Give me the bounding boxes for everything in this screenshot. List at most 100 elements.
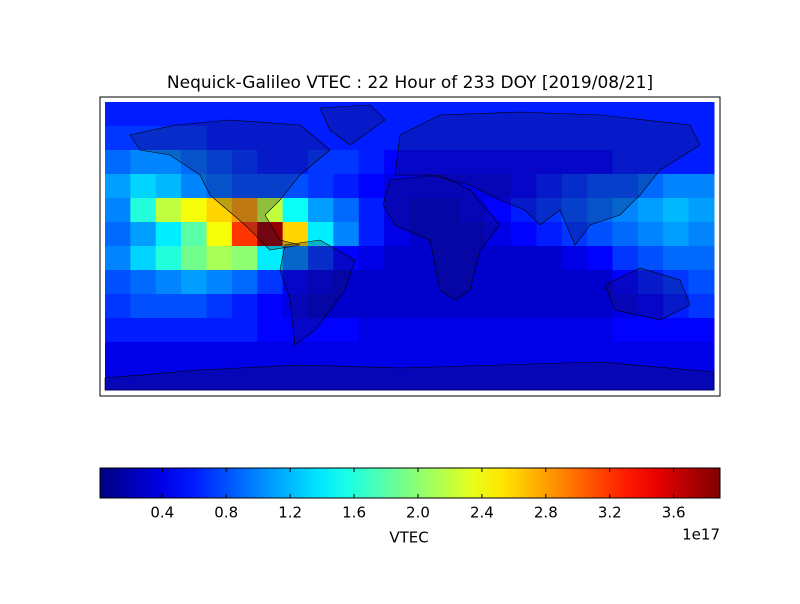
antarctica: [104, 361, 715, 391]
heatmap-cell: [257, 222, 284, 247]
colorbar-tick-label: 1.2: [278, 504, 302, 522]
heatmap-cell: [536, 150, 563, 175]
heatmap-cell: [511, 150, 537, 175]
heatmap-cell: [485, 174, 512, 199]
heatmap-cell: [358, 366, 385, 391]
heatmap-cell: [663, 174, 690, 199]
heatmap-cell: [231, 150, 258, 175]
heatmap-cell: [587, 366, 613, 391]
heatmap-cell: [460, 174, 487, 199]
colorbar-tick-label: 3.2: [598, 504, 622, 522]
heatmap-cell: [663, 222, 690, 247]
heatmap-cell: [333, 126, 360, 151]
heatmap-cell: [587, 102, 613, 127]
heatmap-cell: [460, 222, 487, 247]
heatmap-cell: [155, 150, 182, 175]
heatmap-cell: [384, 318, 410, 343]
heatmap-cell: [206, 102, 233, 127]
heatmap-cell: [358, 150, 385, 175]
heatmap-cell: [409, 198, 436, 223]
heatmap-cell: [612, 342, 639, 367]
heatmap-cell: [384, 270, 410, 295]
colorbar-tick-label: 2.4: [470, 504, 494, 522]
heatmap-cell: [282, 342, 309, 367]
heatmap-cell: [181, 294, 207, 319]
heatmap-cell: [688, 222, 715, 247]
heatmap-cell: [434, 294, 461, 319]
heatmap-cell: [308, 342, 334, 367]
heatmap-cell: [130, 366, 157, 391]
heatmap-cell: [231, 198, 258, 223]
heatmap-cell: [282, 174, 309, 199]
heatmap-cell: [409, 294, 436, 319]
heatmap-cell: [231, 294, 258, 319]
heatmap-cell: [663, 318, 690, 343]
coastlines: [104, 104, 715, 391]
heatmap-cell: [688, 270, 715, 295]
heatmap-cell: [460, 150, 487, 175]
heatmap-cell: [688, 102, 715, 127]
heatmap-cell: [536, 222, 563, 247]
heatmap-cell: [333, 342, 360, 367]
heatmap-cell: [536, 366, 563, 391]
heatmap-cell: [511, 126, 537, 151]
heatmap-cell: [257, 318, 284, 343]
heatmap-cell: [536, 342, 563, 367]
heatmap-cell: [155, 342, 182, 367]
heatmap-cell: [206, 150, 233, 175]
heatmap-cell: [333, 174, 360, 199]
heatmap-cell: [663, 270, 690, 295]
heatmap-cell: [130, 174, 157, 199]
heatmap-cell: [130, 102, 157, 127]
heatmap-cell: [308, 294, 334, 319]
heatmap-cell: [206, 270, 233, 295]
heatmap-cell: [231, 318, 258, 343]
heatmap-cell: [460, 198, 487, 223]
heatmap-cell: [308, 366, 334, 391]
heatmap-cell: [485, 102, 512, 127]
heatmap-cell: [587, 318, 613, 343]
heatmap-cell: [231, 126, 258, 151]
heatmap-cell: [231, 174, 258, 199]
heatmap-cell: [358, 342, 385, 367]
heatmap-cell: [409, 150, 436, 175]
heatmap-cell: [308, 270, 334, 295]
heatmap-cell: [561, 366, 588, 391]
heatmap-cell: [308, 174, 334, 199]
heatmap-cell: [358, 318, 385, 343]
north-america: [129, 119, 331, 251]
heatmap-cell: [206, 126, 233, 151]
heatmap-cell: [130, 270, 157, 295]
heatmap-cell: [637, 318, 664, 343]
heatmap-cell: [663, 342, 690, 367]
heatmap-cell: [460, 246, 487, 271]
heatmap-cell: [536, 174, 563, 199]
heatmap-cell: [612, 150, 639, 175]
heatmap-cell: [485, 198, 512, 223]
heatmap-cell: [105, 270, 131, 295]
heatmap-cell: [511, 270, 537, 295]
heatmap-cell: [434, 198, 461, 223]
colorbar-tick-label: 0.8: [214, 504, 238, 522]
heatmap-cell: [511, 198, 537, 223]
heatmap-cell: [333, 366, 360, 391]
heatmap-cell: [282, 102, 309, 127]
colorbar-offset: 1e17: [682, 526, 720, 544]
heatmap-cell: [561, 246, 588, 271]
heatmap-cell: [561, 198, 588, 223]
heatmap-cell: [587, 246, 613, 271]
heatmap-cell: [637, 366, 664, 391]
heatmap-cell: [181, 198, 207, 223]
heatmap-cell: [257, 270, 284, 295]
heatmap-cell: [434, 150, 461, 175]
heatmap-cell: [384, 342, 410, 367]
heatmap-cell: [485, 366, 512, 391]
heatmap-cell: [485, 246, 512, 271]
heatmap-cell: [384, 126, 410, 151]
heatmap-cell: [231, 246, 258, 271]
heatmap-cell: [181, 246, 207, 271]
heatmap-cell: [206, 342, 233, 367]
heatmap-cell: [409, 174, 436, 199]
heatmap-cell: [409, 366, 436, 391]
